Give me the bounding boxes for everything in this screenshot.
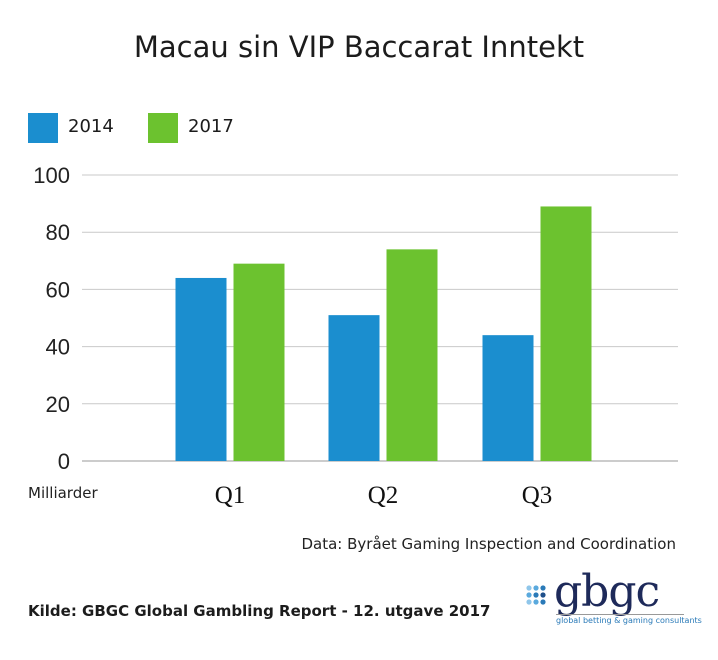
- data-source-note: Data: Byrået Gaming Inspection and Coord…: [301, 535, 676, 553]
- x-tick-label: Q2: [368, 482, 399, 509]
- legend-swatch-2014: [28, 113, 58, 143]
- chart-title: Macau sin VIP Baccarat Inntekt: [133, 30, 585, 64]
- x-tick-label: Q3: [522, 482, 553, 509]
- y-tick-label: 80: [46, 220, 70, 245]
- gbgc-logo: gbgc global betting & gaming consultants: [526, 566, 702, 632]
- x-tick-label: Q1: [215, 482, 246, 509]
- gbgc-dots-logo-icon: [526, 585, 546, 605]
- logo-tagline: global betting & gaming consultants: [556, 616, 702, 625]
- logo-wordmark: gbgc: [554, 566, 660, 617]
- bar-q3-2014: [482, 335, 534, 461]
- bar-chart: 0 20 40 60 80 100 Q1 Q2 Q3 Milliarder: [28, 163, 678, 509]
- bar-q2-2014: [328, 315, 380, 461]
- bar-q1-2014: [175, 277, 227, 461]
- legend-swatch-2017: [148, 113, 178, 143]
- bar-q1-2017: [233, 263, 285, 461]
- bar-q3-2017: [540, 206, 592, 461]
- y-tick-label: 60: [46, 277, 70, 302]
- y-unit-label: Milliarder: [28, 484, 98, 502]
- y-tick-label: 40: [46, 335, 70, 360]
- bar-q2-2017: [386, 249, 438, 461]
- y-tick-label: 100: [33, 163, 70, 188]
- report-source-note: Kilde: GBGC Global Gambling Report - 12.…: [28, 602, 491, 620]
- y-tick-label: 0: [58, 449, 70, 474]
- legend-label-2014: 2014: [68, 116, 114, 137]
- legend-label-2017: 2017: [188, 116, 234, 137]
- logo-divider: [556, 614, 684, 615]
- y-tick-label: 20: [46, 392, 70, 417]
